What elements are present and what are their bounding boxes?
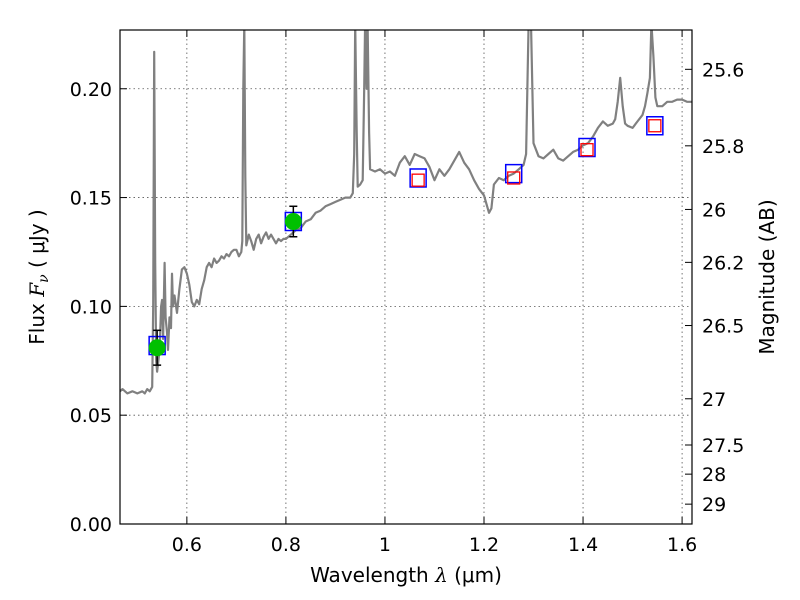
mag-tick-label: 26.5 bbox=[702, 316, 744, 338]
y-tick-label: 0.10 bbox=[70, 296, 112, 318]
y-tick-label: 0.05 bbox=[70, 405, 112, 427]
mag-tick-label: 26.2 bbox=[702, 252, 744, 274]
x-tick-label: 1 bbox=[379, 534, 391, 556]
mag-tick-label: 25.6 bbox=[702, 59, 744, 81]
model-photometry-box bbox=[578, 137, 596, 158]
y-axis-right: 25.6 25.8 26 26.2 26.5 27 27.5 28 29 bbox=[685, 59, 744, 516]
marker-layer bbox=[148, 116, 664, 366]
x-axis-symbol: λ bbox=[434, 563, 448, 587]
x-axis-title: Wavelength λ (μm) bbox=[310, 563, 502, 587]
y-tick-label: 0.20 bbox=[70, 79, 112, 101]
y-axis-right-title: Magnitude (AB) bbox=[755, 199, 779, 354]
y-axis-title: Flux Fν ( μJy ) bbox=[25, 209, 52, 344]
plot-background bbox=[120, 30, 692, 524]
open-square-marker bbox=[648, 119, 662, 133]
x-tick-label: 1.6 bbox=[667, 534, 697, 556]
plot-frame bbox=[119, 29, 693, 525]
x-tick-label: 0.8 bbox=[271, 534, 301, 556]
open-square-marker bbox=[507, 171, 521, 185]
y-tick-label: 0.15 bbox=[70, 188, 112, 210]
x-axis: 0.6 0.8 1 1.2 1.4 1.6 bbox=[172, 30, 697, 556]
detection-point bbox=[148, 339, 166, 357]
mag-tick-label: 25.8 bbox=[702, 136, 744, 158]
mag-tick-label: 28 bbox=[702, 464, 726, 486]
open-square-marker bbox=[411, 173, 425, 187]
mag-tick-label: 27.5 bbox=[702, 435, 744, 457]
y-axis-subscript: ν bbox=[36, 274, 52, 283]
y-axis-left: 0.00 0.05 0.10 0.15 0.20 bbox=[70, 79, 127, 536]
mag-tick-label: 29 bbox=[702, 494, 726, 516]
model-photometry-box bbox=[504, 163, 523, 184]
x-axis-unit: (μm) bbox=[454, 563, 502, 587]
mag-tick-label: 27 bbox=[702, 389, 726, 411]
model-photometry-box bbox=[646, 116, 664, 136]
y-tick-label: 0.00 bbox=[70, 514, 112, 536]
y-axis-unit: ( μJy ) bbox=[25, 209, 49, 268]
model-photometry-box bbox=[409, 168, 427, 188]
mag-tick-label: 26 bbox=[702, 199, 726, 221]
x-tick-label: 1.4 bbox=[568, 534, 598, 556]
x-tick-label: 1.2 bbox=[469, 534, 499, 556]
y-axis-symbol: F bbox=[25, 282, 49, 298]
open-square-marker bbox=[580, 143, 594, 157]
x-tick-label: 0.6 bbox=[172, 534, 202, 556]
grid bbox=[120, 30, 692, 524]
detection-point bbox=[284, 213, 302, 231]
